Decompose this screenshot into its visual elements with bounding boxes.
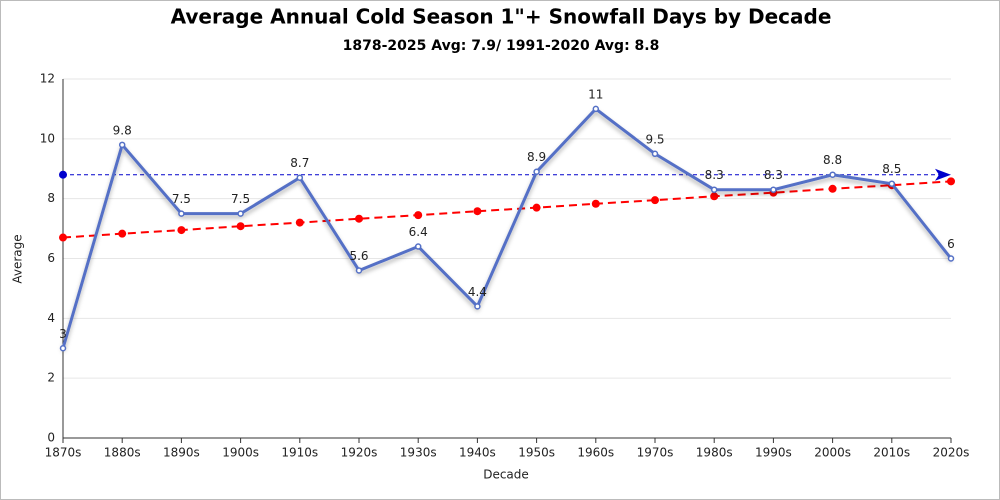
marker bbox=[59, 233, 67, 242]
data-label: 8.3 bbox=[764, 168, 783, 182]
data-label: 8.5 bbox=[882, 162, 901, 176]
marker bbox=[947, 255, 955, 262]
marker bbox=[888, 180, 896, 187]
x-tick-label: 1880s bbox=[104, 446, 141, 460]
marker bbox=[947, 177, 955, 186]
x-tick-label: 2010s bbox=[873, 446, 910, 460]
x-tick-label: 1930s bbox=[400, 446, 437, 460]
data-label: 9.5 bbox=[645, 132, 664, 146]
marker bbox=[296, 174, 304, 181]
data-label: 8.8 bbox=[823, 153, 842, 167]
marker bbox=[591, 199, 600, 208]
x-tick-label: 1900s bbox=[222, 446, 259, 460]
marker bbox=[118, 141, 126, 149]
y-tick-label: 8 bbox=[47, 191, 55, 205]
y-tick-label: 2 bbox=[47, 371, 55, 385]
data-label: 5.6 bbox=[349, 249, 368, 263]
data-label: 8.7 bbox=[290, 156, 309, 170]
marker bbox=[474, 303, 481, 310]
marker bbox=[651, 196, 659, 205]
marker bbox=[770, 186, 777, 193]
reference-dot bbox=[59, 170, 67, 179]
data-label: 8.3 bbox=[705, 168, 724, 182]
data-label: 4.4 bbox=[468, 285, 487, 299]
y-tick-label: 4 bbox=[47, 311, 55, 325]
marker bbox=[178, 210, 185, 217]
data-label: 8.9 bbox=[527, 150, 546, 164]
data-label: 6.4 bbox=[409, 225, 428, 239]
marker bbox=[355, 267, 363, 274]
marker bbox=[414, 243, 422, 250]
marker bbox=[592, 105, 600, 113]
x-tick-label: 1940s bbox=[459, 446, 496, 460]
x-tick-label: 1890s bbox=[163, 446, 200, 460]
x-axis-title: Decade bbox=[483, 468, 529, 482]
data-label: 7.5 bbox=[231, 192, 250, 206]
marker bbox=[710, 192, 719, 201]
marker bbox=[59, 345, 67, 352]
x-tick-label: 1870s bbox=[45, 446, 82, 460]
marker bbox=[118, 229, 127, 238]
data-label: 7.5 bbox=[172, 192, 191, 206]
marker bbox=[828, 184, 837, 193]
y-axis-title: Average bbox=[11, 234, 25, 283]
chart-title: Average Annual Cold Season 1"+ Snowfall … bbox=[171, 5, 832, 29]
reference-arrow bbox=[935, 168, 951, 181]
data-label: 11 bbox=[588, 87, 603, 101]
x-tick-label: 1920s bbox=[341, 446, 378, 460]
data-label: 9.8 bbox=[113, 123, 132, 137]
marker bbox=[710, 186, 718, 193]
x-tick-label: 1990s bbox=[755, 446, 792, 460]
y-tick-label: 12 bbox=[40, 72, 55, 86]
marker bbox=[414, 211, 423, 220]
data-line bbox=[61, 106, 953, 349]
marker bbox=[829, 171, 836, 178]
x-tick-label: 1960s bbox=[577, 446, 614, 460]
trend-line bbox=[62, 180, 952, 239]
x-tick-label: 1950s bbox=[518, 446, 555, 460]
y-tick-label: 10 bbox=[40, 131, 55, 145]
marker bbox=[177, 226, 186, 235]
marker bbox=[355, 214, 363, 223]
y-tick-label: 6 bbox=[47, 251, 55, 265]
marker bbox=[651, 150, 659, 158]
x-tick-label: 2020s bbox=[933, 446, 970, 460]
y-tick-label: 0 bbox=[47, 431, 55, 445]
x-tick-label: 2000s bbox=[814, 446, 851, 460]
x-tick-label: 1910s bbox=[281, 446, 318, 460]
marker bbox=[295, 218, 304, 227]
data-label: 6 bbox=[947, 237, 955, 251]
chart-subtitle: 1878-2025 Avg: 7.9/ 1991-2020 Avg: 8.8 bbox=[343, 38, 660, 54]
marker bbox=[473, 207, 482, 216]
marker bbox=[533, 168, 540, 175]
marker bbox=[236, 222, 245, 231]
marker bbox=[237, 210, 244, 217]
x-tick-label: 1980s bbox=[696, 446, 733, 460]
x-tick-label: 1970s bbox=[637, 446, 674, 460]
data-label: 3 bbox=[59, 327, 67, 341]
marker bbox=[532, 203, 541, 212]
